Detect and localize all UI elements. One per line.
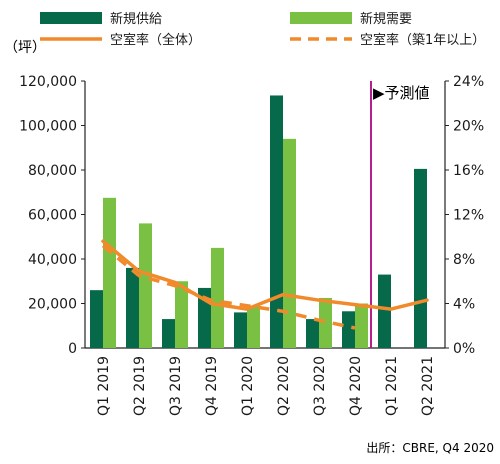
legend-label: 空室率（全体） — [110, 32, 201, 48]
right-tick-label: 20% — [453, 119, 484, 135]
demand-bar — [355, 303, 368, 348]
right-tick-label: 8% — [453, 252, 475, 268]
legend-label: 新規需要 — [360, 11, 412, 27]
supply-bar — [270, 95, 283, 349]
y-axis-unit-label: （坪） — [4, 40, 46, 56]
category-label: Q1 2021 — [384, 356, 400, 416]
supply-bar — [414, 168, 427, 348]
tick-labels: 0 20,000 40,000 60,000 80,000 100,000 120,000 0… — [19, 74, 484, 416]
category-label: Q3 2020 — [312, 356, 328, 416]
source-label: 出所：CBRE, Q4 2020 — [366, 441, 494, 455]
left-tick-label: 80,000 — [28, 163, 77, 179]
category-label: Q4 2019 — [204, 356, 220, 416]
lines — [101, 81, 429, 348]
left-tick-label: 20,000 — [28, 297, 77, 313]
left-tick-label: 0 — [68, 341, 77, 357]
left-tick-label: 120,000 — [19, 74, 77, 90]
category-label: Q1 2020 — [240, 356, 256, 416]
demand-bar — [175, 281, 188, 348]
category-label: Q2 2021 — [420, 356, 436, 416]
vacancy-all-line — [101, 239, 429, 311]
right-tick-label: 16% — [453, 163, 484, 179]
category-label: Q2 2020 — [276, 356, 292, 416]
right-tick-label: 12% — [453, 208, 484, 224]
demand-bar — [211, 247, 224, 348]
legend-swatch-supply — [40, 12, 102, 24]
right-tick-label: 0% — [453, 341, 475, 357]
right-tick-label: 4% — [453, 297, 475, 313]
demand-bar — [247, 305, 260, 348]
left-tick-label: 100,000 — [19, 119, 77, 135]
supply-bar — [306, 319, 319, 348]
left-tick-label: 60,000 — [28, 208, 77, 224]
demand-bar — [319, 297, 332, 348]
demand-bar — [283, 138, 296, 348]
legend-label: 新規供給 — [110, 11, 162, 27]
supply-bar — [234, 312, 247, 348]
supply-bar — [342, 311, 355, 348]
category-label: Q4 2020 — [348, 356, 364, 416]
supply-bar — [126, 267, 139, 348]
demand-bar — [139, 223, 152, 348]
supply-bar — [162, 319, 175, 348]
category-label: Q3 2019 — [168, 356, 184, 416]
supply-bar — [90, 290, 103, 348]
supply-bar — [378, 274, 391, 348]
category-label: Q1 2019 — [96, 356, 112, 416]
legend-label: 空室率（築1年以上） — [360, 32, 485, 48]
left-tick-label: 40,000 — [28, 252, 77, 268]
vacancy-1y-dashed-line — [101, 244, 356, 330]
legend-swatch-demand — [290, 12, 352, 24]
category-label: Q2 2019 — [132, 356, 148, 416]
forecast-label: ▶予測値 — [373, 84, 430, 102]
right-tick-label: 24% — [453, 74, 484, 90]
demand-bar — [103, 197, 116, 348]
bars — [90, 95, 427, 349]
